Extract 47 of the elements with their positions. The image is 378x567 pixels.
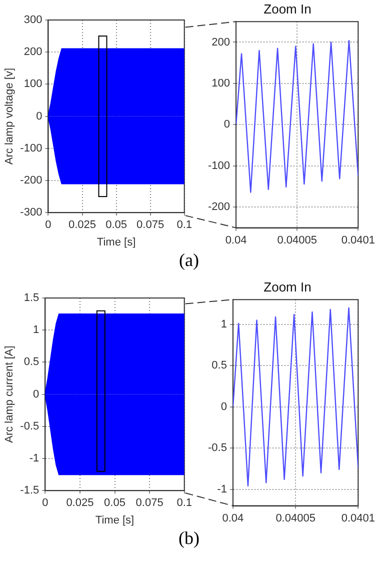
y-axis-title: Arc lamp current [A] [4, 346, 16, 443]
y-axis-title: Arc lamp voltage [v] [4, 68, 16, 165]
y-tick-label: 0.5 [212, 360, 227, 372]
x-tick-label: 0.1 [176, 219, 192, 232]
y-tick-label: -1 [29, 452, 40, 465]
x-tick-label: 0.05 [106, 219, 127, 232]
y-tick-label: -200 [20, 174, 42, 187]
x-tick-label: 0.04 [225, 234, 247, 246]
y-tick-label: 1 [220, 318, 227, 330]
text: (a) [179, 250, 199, 270]
y-tick-label: 0 [224, 118, 230, 131]
y-tick-label: 0 [220, 400, 227, 413]
x-tick-label: 0.0401 [341, 512, 376, 524]
y-tick-label: -100 [20, 142, 42, 154]
x-tick-label: 0.04005 [276, 512, 316, 524]
chart-title: Zoom In [264, 1, 312, 16]
x-tick-label: 0.025 [66, 497, 94, 510]
x-axis-title: Time [s] [95, 514, 134, 526]
x-axis-title: Time [s] [96, 236, 136, 248]
y-tick-label: -0.5 [208, 442, 227, 454]
y-tick-label: 200 [212, 36, 230, 48]
y-tick-label: -100 [208, 160, 230, 172]
y-tick-label: 0.5 [24, 356, 40, 368]
x-tick-label: 0.04005 [277, 234, 317, 246]
y-tick-label: 300 [24, 14, 42, 26]
x-tick-label: 0.05 [104, 497, 126, 510]
y-tick-label: 100 [212, 77, 230, 90]
y-tick-label: 1 [33, 324, 40, 336]
y-tick-label: -1.5 [20, 484, 40, 497]
x-tick-label: 0.1 [176, 497, 192, 510]
y-tick-label: 0 [36, 110, 42, 122]
x-tick-label: 0.075 [136, 497, 164, 510]
y-tick-label: -0.5 [20, 420, 40, 432]
chart-title: Zoom In [264, 279, 312, 294]
y-tick-label: -200 [208, 201, 230, 214]
x-tick-label: 0 [45, 219, 52, 232]
y-tick-label: -300 [20, 206, 42, 219]
x-tick-label: 0.075 [136, 219, 164, 232]
y-tick-label: -1 [217, 483, 227, 496]
x-tick-label: 0.04 [222, 512, 244, 524]
y-tick-label: 100 [24, 78, 42, 90]
text: (b) [178, 528, 200, 548]
y-tick-label: 200 [24, 46, 42, 58]
x-tick-label: 0.025 [68, 219, 96, 232]
y-tick-label: 1.5 [24, 292, 40, 304]
x-tick-label: 0.0401 [341, 234, 376, 246]
y-tick-label: 0 [33, 388, 40, 400]
